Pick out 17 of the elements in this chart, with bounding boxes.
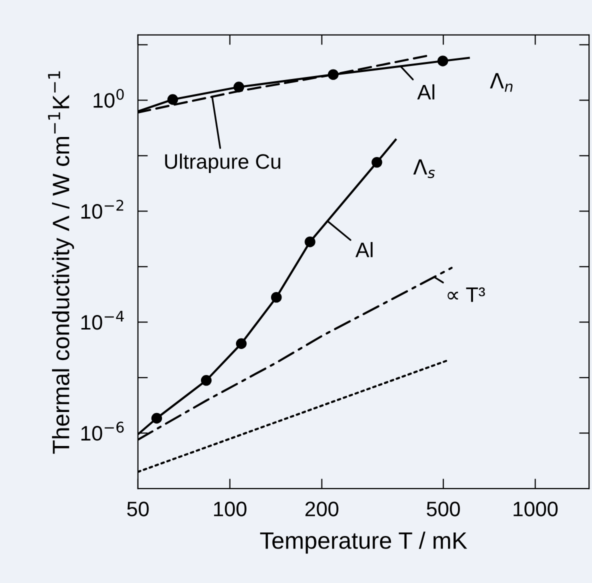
y-tick-label: 10$^{−2}$ [81, 200, 124, 219]
annotation: Λ$_{s}$ [413, 159, 435, 178]
annotation: Al [355, 242, 373, 258]
x-tick-label: 100 [214, 502, 246, 516]
x-tick-label: 1000 [514, 502, 558, 516]
annotation: ∝ T³ [448, 287, 485, 302]
y-tick-label: 10$^{−4}$ [81, 310, 124, 330]
annotation: Ultrapure Cu [165, 154, 280, 174]
x-axis-title: Temperature T / mK [260, 532, 468, 554]
x-tick-label: 200 [305, 502, 338, 516]
x-tick-label: 50 [127, 502, 149, 516]
annotation: Al [417, 84, 434, 100]
annotation: Λ$_{n}$ [490, 73, 512, 92]
x-tick-label: 500 [426, 502, 460, 516]
y-tick-label: 10$^{0}$ [94, 88, 124, 108]
y-axis-title: Thermal conductivity Λ / W cm$^{−1}$K$^{−1}$ [48, 71, 74, 454]
y-tick-label: 10$^{−6}$ [81, 422, 124, 441]
